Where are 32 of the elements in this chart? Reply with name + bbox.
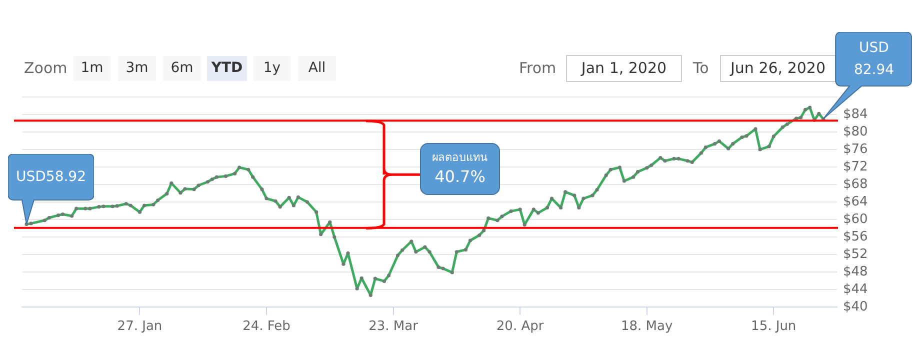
text: YTD bbox=[207, 56, 247, 81]
text: 3m bbox=[118, 56, 156, 81]
y-tick-label: $56 bbox=[843, 229, 868, 244]
y-tick-label: $76 bbox=[843, 142, 868, 157]
text: 1m bbox=[73, 56, 111, 81]
y-tick-label: $48 bbox=[843, 264, 868, 280]
y-tick-label: $72 bbox=[843, 159, 868, 174]
text: All bbox=[298, 56, 336, 81]
annotation: ผลตอบแทน 40.7% bbox=[431, 150, 489, 188]
text: From bbox=[519, 59, 556, 77]
x-tick-label: 27. Jan bbox=[117, 319, 162, 334]
text: Zoom bbox=[24, 59, 68, 77]
y-tick-label: $80 bbox=[843, 124, 868, 140]
text: Jun 26, 2020 bbox=[720, 55, 836, 82]
y-tick-label: $40 bbox=[843, 299, 868, 314]
text: 1y bbox=[253, 56, 291, 81]
y-tick-label: $52 bbox=[843, 246, 868, 262]
y-tick-label: $64 bbox=[843, 194, 868, 210]
text: To bbox=[693, 59, 709, 77]
text: USD 82.94 bbox=[852, 39, 896, 80]
y-tick-label: $44 bbox=[843, 282, 868, 297]
x-tick-label: 15. Jun bbox=[751, 319, 796, 334]
x-tick-label: 23. Mar bbox=[368, 319, 419, 334]
text: 6m bbox=[163, 56, 201, 81]
y-tick-label: $84 bbox=[843, 106, 868, 122]
x-tick-label: 24. Feb bbox=[242, 319, 290, 334]
text: Jan 1, 2020 bbox=[566, 55, 682, 82]
y-tick-label: $60 bbox=[843, 212, 868, 227]
x-tick-label: 18. May bbox=[620, 319, 673, 334]
annotation: USD58.92 bbox=[15, 168, 87, 187]
x-tick-label: 20. Apr bbox=[496, 319, 544, 334]
y-tick-label: $68 bbox=[843, 176, 868, 192]
